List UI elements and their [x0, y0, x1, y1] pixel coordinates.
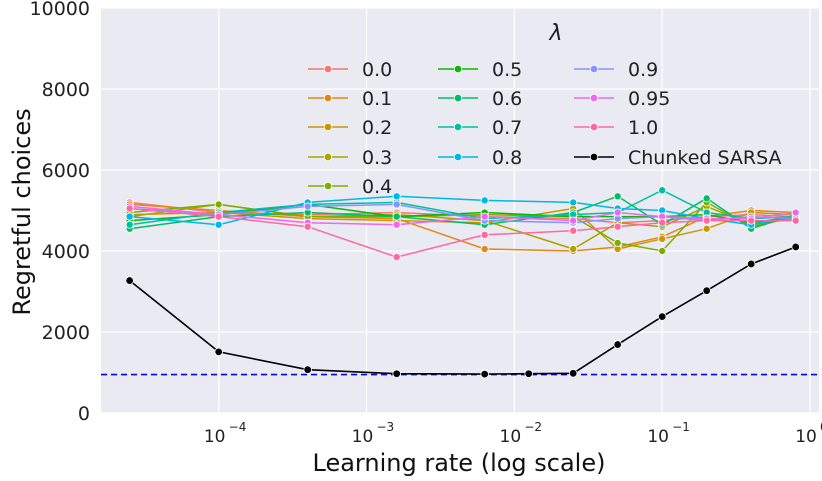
baseline-point [791, 242, 800, 252]
series-point-0.1 [480, 244, 489, 253]
legend-label: 0.2 [362, 117, 392, 139]
series-point-0.8 [214, 220, 223, 229]
legend-label: 0.9 [628, 59, 658, 81]
baseline-point [702, 286, 711, 295]
series-point-0.95 [480, 212, 489, 221]
legend-marker [453, 122, 463, 132]
legend-marker [589, 93, 599, 103]
legend-marker [323, 152, 333, 162]
x-tick-exponent: 0 [820, 420, 822, 434]
y-axis-ticks: 0 2000 4000 6000 8000 10000 [30, 0, 90, 425]
series-point-1.0 [303, 222, 312, 231]
legend-label: 0.6 [492, 88, 522, 110]
x-tick-label: 10 [500, 427, 522, 447]
legend-label: 0.0 [362, 59, 392, 81]
baseline-point [746, 259, 756, 269]
series-point-0.8 [392, 192, 401, 201]
series-point-1.0 [480, 230, 489, 239]
series-point-0.7 [658, 186, 667, 195]
y-tick-label: 4000 [42, 241, 90, 263]
x-tick-exponent: −4 [229, 420, 247, 434]
series-point-1.0 [569, 226, 578, 235]
series-point-0.8 [569, 198, 578, 207]
series-point-1.0 [658, 218, 667, 227]
y-tick-label: 0 [78, 403, 90, 425]
series-point-0.4 [613, 238, 622, 247]
x-tick-exponent: −1 [672, 420, 690, 434]
x-axis-ticks: 10−410−310−210−1100 [204, 420, 822, 447]
legend-marker [589, 64, 599, 74]
baseline-point [392, 369, 401, 378]
legend-marker [453, 93, 463, 103]
chunked-sarsa-series [125, 242, 800, 379]
series-point-0.95 [791, 208, 800, 217]
series-point-1.0 [702, 216, 711, 225]
series-point-0.95 [569, 216, 578, 225]
series-point-0.95 [613, 208, 622, 217]
series-point-0.9 [303, 202, 312, 211]
y-axis-label: Regretful choices [8, 108, 36, 315]
legend-label: 0.4 [362, 176, 392, 198]
y-tick-label: 6000 [42, 160, 90, 182]
series-point-1.0 [791, 216, 800, 225]
series-point-1.0 [392, 253, 401, 262]
y-tick-label: 8000 [42, 79, 90, 101]
x-tick-label: 10 [647, 427, 669, 447]
series-point-0.2 [702, 224, 711, 233]
legend-marker [589, 152, 599, 162]
baseline-point [214, 347, 223, 357]
legend-marker [323, 93, 333, 103]
series-point-0.3 [569, 244, 578, 253]
baseline-point [613, 340, 622, 349]
x-tick-label: 10 [352, 427, 374, 447]
legend-label: 0.7 [492, 117, 522, 139]
legend-title: λ [548, 21, 562, 46]
series-point-0.2 [658, 234, 667, 243]
legend-label: 0.95 [628, 88, 670, 110]
x-tick-label: 10 [204, 427, 226, 447]
legend-label: 0.1 [362, 88, 392, 110]
y-tick-label: 2000 [42, 322, 90, 344]
legend-label: 1.0 [628, 117, 658, 139]
series-point-1.0 [613, 222, 622, 231]
baseline-point [125, 276, 134, 285]
x-tick-exponent: −3 [377, 420, 395, 434]
baseline-point [657, 312, 667, 321]
baseline-line [129, 246, 796, 375]
series-point-0.4 [214, 200, 223, 209]
series-point-0.8 [125, 212, 134, 221]
series-point-0.95 [392, 220, 401, 229]
legend-label: 0.3 [362, 147, 392, 169]
series-group [125, 186, 800, 262]
series-point-0.6 [392, 212, 401, 221]
legend: λ 0.0 0.1 0.2 0.3 0.4 0.5 0.6 0.7 0.8 0.9 0.95 1.0 C… [308, 21, 782, 198]
legend-marker [453, 152, 463, 162]
legend-marker [323, 181, 333, 191]
x-tick-label: 10 [795, 427, 817, 447]
series-point-0.4 [658, 246, 667, 255]
baseline-point [303, 365, 312, 374]
legend-marker [453, 64, 463, 74]
series-point-1.0 [747, 216, 756, 225]
series-point-0.8 [480, 196, 489, 205]
series-point-0.7 [125, 220, 134, 229]
legend-label: 0.8 [492, 147, 522, 169]
baseline-point [568, 369, 578, 378]
legend-marker [589, 122, 599, 132]
legend-label: Chunked SARSA [628, 147, 782, 169]
legend-label: 0.5 [492, 59, 522, 81]
x-tick-exponent: −2 [524, 420, 542, 434]
series-point-0.9 [392, 200, 401, 209]
x-axis-label: Learning rate (log scale) [313, 449, 606, 477]
legend-marker [323, 122, 333, 132]
baseline-point [480, 369, 489, 379]
baseline-point [524, 369, 533, 378]
series-point-0.6 [613, 192, 622, 201]
series-point-0.6 [702, 194, 711, 203]
series-point-1.0 [125, 204, 134, 213]
y-tick-label: 10000 [30, 0, 90, 20]
legend-marker [323, 64, 333, 74]
series-point-1.0 [214, 212, 223, 221]
